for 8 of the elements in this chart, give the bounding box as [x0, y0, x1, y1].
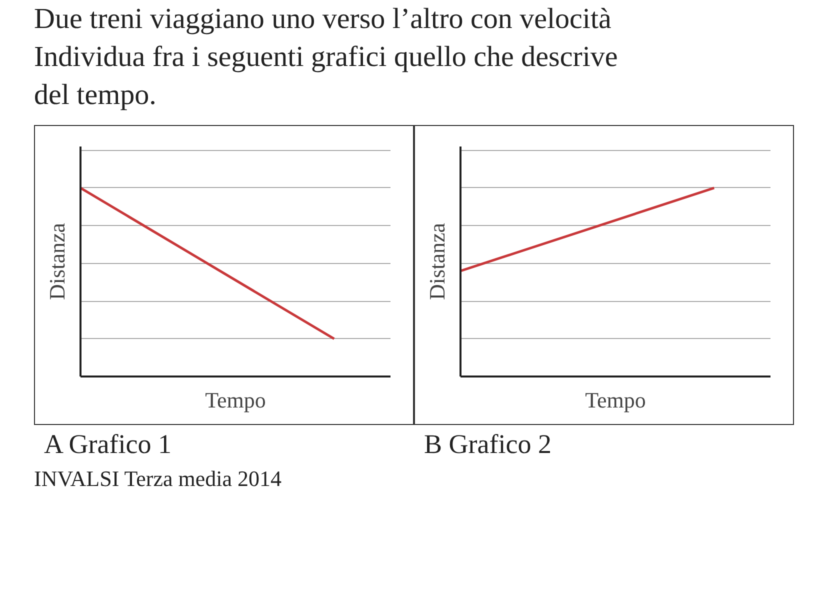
x-axis-title: Tempo — [585, 388, 646, 412]
y-axis-title: Distanza — [44, 222, 70, 300]
text: A Grafico 1 — [44, 428, 172, 461]
text: B Grafico 2 — [424, 428, 552, 461]
x-axis-title: Tempo — [205, 388, 266, 412]
chart-title: Due treni viaggiano uno verso l’altro con velocità Individua fra i seguenti grafici quello che descrive del tempo. — [34, 2, 618, 113]
text: INVALSI Terza media 2014 — [34, 465, 282, 493]
y-axis-title: Distanza — [424, 222, 450, 300]
